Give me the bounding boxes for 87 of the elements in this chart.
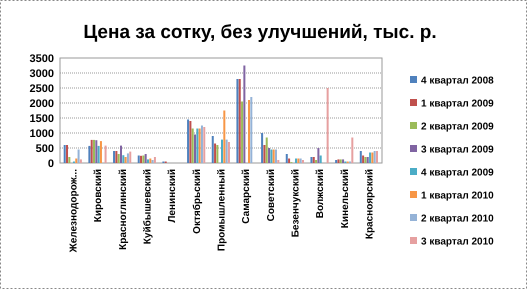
chart-title: Цена за сотку, без улучшений, тыс. р. [83,22,437,43]
legend-label: 2 квартал 2010 [421,214,494,224]
legend-label: 1 квартал 2010 [421,190,494,202]
bar [286,154,288,163]
legend-label: 2 квартал 2009 [421,122,494,132]
bar [342,159,344,163]
bar [238,79,241,163]
bar [124,157,127,163]
x-tick-label: Куйбышевский [142,169,154,244]
bar [88,146,90,163]
bar [366,157,369,163]
y-tick-label: 2500 [30,82,54,95]
bar [310,157,312,163]
bar [243,66,246,163]
bar [228,142,230,163]
bar [221,140,224,163]
bar [198,128,201,163]
bar [277,160,280,163]
bar [149,158,152,163]
bar [104,146,107,163]
bar [144,154,147,163]
bar [120,146,122,163]
bar [80,159,82,163]
bar [351,138,354,163]
bar [261,133,264,163]
bar [118,154,120,163]
bar [212,136,214,163]
legend-label: 1 квартал 2009 [421,98,494,110]
bar [100,141,102,163]
bar [129,152,132,163]
bar [263,145,266,163]
bar [203,127,206,163]
bar [360,151,362,163]
bar [317,148,320,163]
bar [126,153,129,163]
bar [192,128,194,163]
y-tick-label: 3000 [30,68,54,80]
x-tick-label: Октябрьский [192,169,203,234]
legend-label: 4 квартал 2009 [421,168,494,178]
x-tick-label: Советский [266,169,277,222]
bar [90,140,93,163]
bar [266,138,268,163]
bar [64,145,66,163]
bar [340,159,342,163]
bar [196,128,198,163]
x-tick-label: Красноярский [364,169,376,240]
bar [78,150,80,163]
x-tick-label: Промышленный [216,169,228,252]
bar [194,134,196,163]
bar [98,146,100,163]
x-tick-label: Безенчукский [290,169,302,238]
bar [315,160,318,163]
bar [320,156,322,163]
x-tick-label: Волжский [315,169,326,218]
x-tick-label: Кировский [93,169,104,222]
bar [236,79,238,163]
bar [75,158,78,163]
y-tick-label: 2000 [30,98,54,110]
bar [250,97,252,163]
x-tick-label: Кинельский [340,169,351,228]
x-tick-label: Железнодорож... [68,168,80,254]
y-tick-label: 0 [48,158,54,170]
bar [326,88,329,163]
x-tick-label: Красноглинский [118,169,129,250]
y-tick-label: 1500 [30,112,54,125]
bar [66,145,68,163]
y-tick-label: 1000 [30,128,54,140]
bar [312,157,315,163]
bar [138,156,140,163]
bar [248,100,250,163]
x-tick-label: Ленинский [167,169,178,223]
y-tick-label: 3500 [30,52,54,65]
bar [226,140,228,163]
bar [154,157,156,163]
bar [241,102,244,163]
legend-label: 3 квартал 2009 [421,144,494,156]
bar [288,158,290,163]
bar [68,157,70,163]
bar [146,159,149,163]
legend-label: 4 квартал 2008 [421,76,494,86]
bar [152,160,154,163]
bar [200,126,203,163]
y-tick-label: 500 [36,142,54,155]
x-tick-label: Самарский [241,169,252,224]
legend-label: 3 квартал 2010 [421,236,494,248]
bar [223,110,226,163]
bar [122,155,124,163]
